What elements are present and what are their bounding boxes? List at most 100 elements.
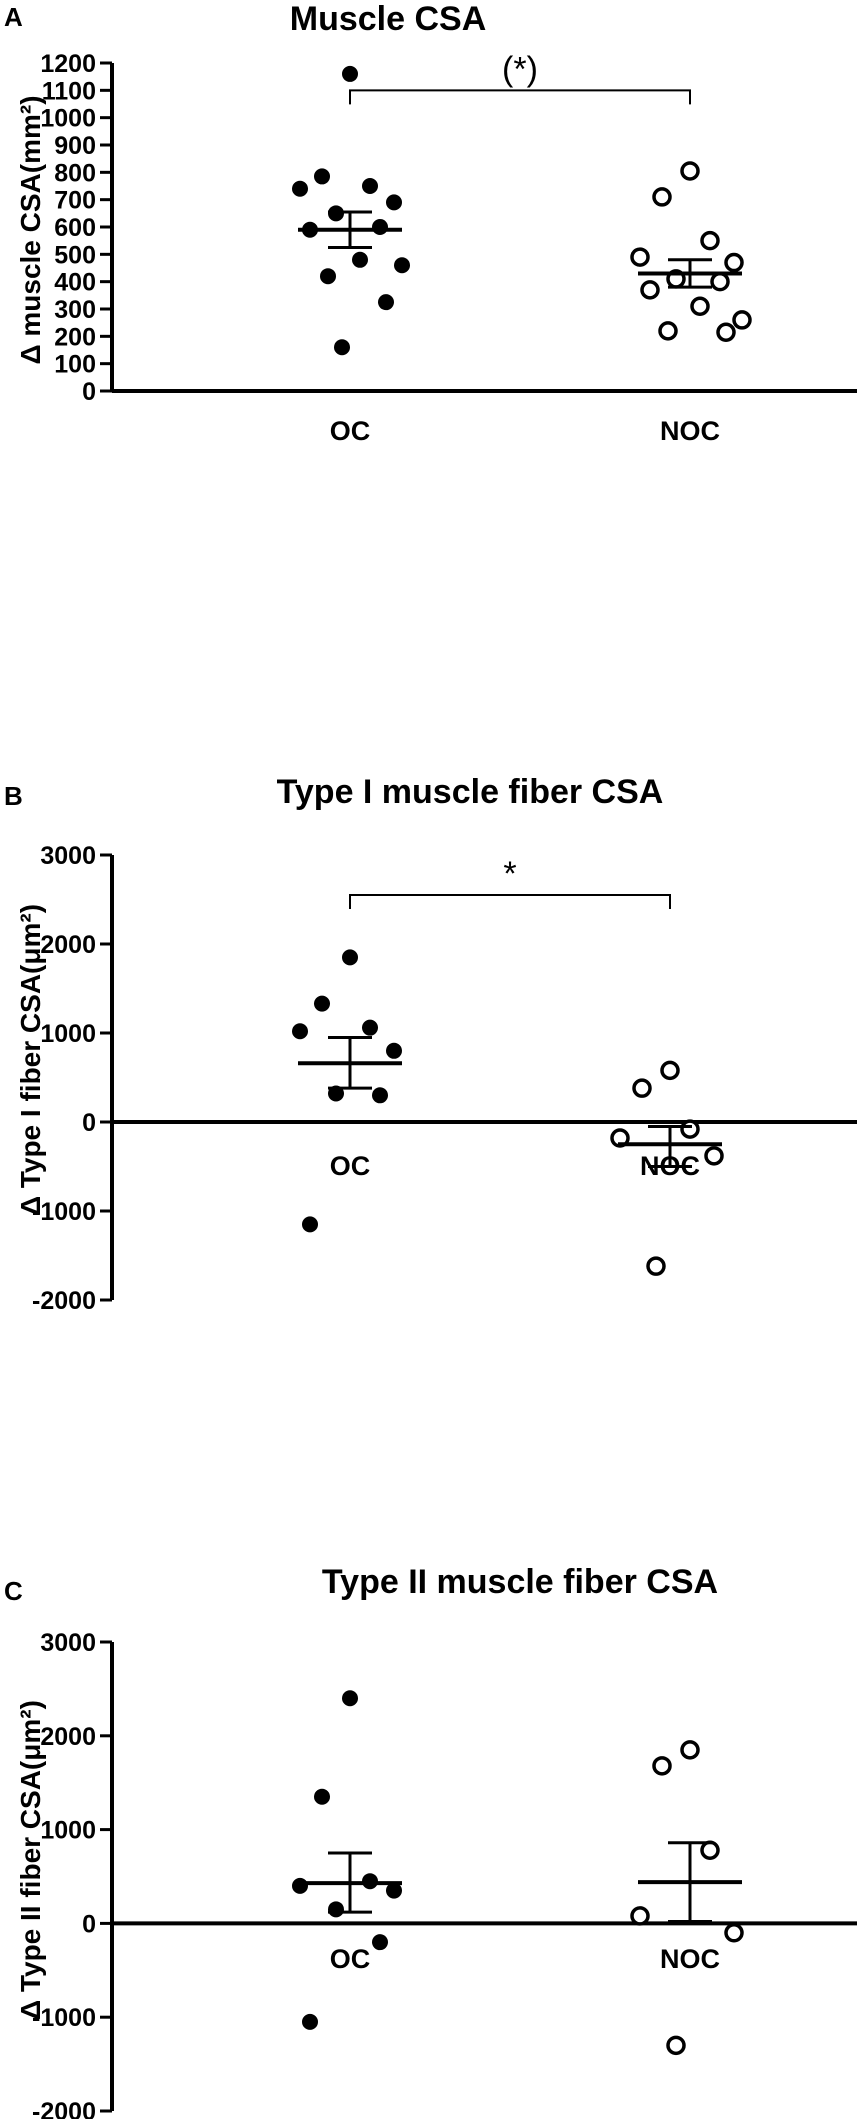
data-point [362, 178, 378, 194]
data-point [732, 310, 752, 330]
y-tick-label: 300 [54, 296, 96, 324]
data-point [302, 1216, 318, 1233]
category-label: NOC [660, 416, 720, 446]
y-axis-label: Δ muscle CSA(mm²) [15, 95, 46, 364]
data-point [724, 252, 744, 273]
data-point [342, 65, 358, 82]
y-tick-label: -2000 [32, 1287, 96, 1315]
data-point [362, 1019, 378, 1036]
data-point [700, 230, 720, 251]
data-point [378, 294, 394, 311]
chart-title: Muscle CSA [290, 0, 487, 38]
y-tick-label: 900 [54, 132, 96, 160]
chart-panel-a: A Muscle CSA01002003004005006007008009001… [4, 0, 857, 446]
significance-label: (*) [502, 50, 538, 88]
y-tick-label: 1100 [42, 77, 96, 105]
category-label: NOC [660, 1944, 720, 1974]
y-axis-label: Δ Type I fiber CSA(μm²) [15, 904, 46, 1216]
y-tick-label: 600 [54, 214, 96, 242]
data-point [386, 1882, 402, 1899]
panel-letter: A [4, 2, 23, 32]
series-noc [630, 1740, 744, 2056]
data-point [646, 1256, 666, 1276]
data-point [314, 168, 330, 185]
data-point [386, 194, 402, 211]
data-point [724, 1923, 744, 1943]
data-point [372, 1934, 388, 1951]
data-point [704, 1146, 724, 1166]
y-tick-label: -2000 [32, 2098, 96, 2119]
y-tick-label: 1000 [40, 1020, 96, 1048]
y-tick-label: 0 [82, 1109, 96, 1137]
y-tick-label: 1000 [40, 1817, 96, 1845]
data-point [372, 1087, 388, 1104]
data-point [630, 1906, 650, 1926]
data-point [292, 1877, 308, 1894]
y-tick-label: -1000 [32, 2004, 96, 2032]
y-tick-label: 3000 [40, 842, 96, 870]
data-point [292, 1023, 308, 1040]
category-label: OC [330, 1151, 371, 1181]
y-tick-label: 400 [54, 269, 96, 297]
panel-letter: B [4, 781, 23, 811]
y-tick-label: 700 [54, 187, 96, 215]
data-point [328, 1901, 344, 1918]
y-tick-label: 200 [54, 323, 96, 351]
data-point [342, 1690, 358, 1707]
y-tick-label: 0 [82, 378, 96, 406]
series-oc [292, 949, 402, 1233]
y-tick-label: 1200 [40, 50, 96, 78]
category-label: OC [330, 1944, 371, 1974]
data-point [690, 296, 710, 317]
series-oc [292, 1690, 402, 2030]
series-noc [630, 161, 752, 342]
data-point [394, 257, 410, 274]
significance-bracket [349, 894, 671, 910]
series-oc [292, 65, 410, 356]
data-point [314, 995, 330, 1012]
y-tick-label: 100 [54, 351, 96, 379]
chart-panel-c: C Type II muscle fiber CSA -2000 -1000 0 1000… [4, 1563, 857, 2119]
category-label: OC [330, 416, 371, 446]
y-tick-label: 1000 [40, 105, 96, 133]
data-point [666, 2035, 686, 2056]
data-point [710, 271, 730, 292]
data-point [680, 1740, 700, 1760]
chart-title: Type II muscle fiber CSA [322, 1563, 718, 1601]
data-point [334, 339, 350, 356]
data-point [632, 1078, 652, 1098]
y-tick-label: 500 [54, 241, 96, 269]
data-point [314, 1788, 330, 1805]
data-point [320, 268, 336, 285]
data-point [352, 251, 368, 268]
data-point [658, 321, 678, 341]
data-point [652, 1756, 672, 1776]
data-point [700, 1840, 720, 1860]
y-tick-label: 3000 [40, 1629, 96, 1657]
y-tick-label: 2000 [40, 931, 96, 959]
y-axis-label: Δ Type II fiber CSA(μm²) [15, 1700, 46, 2020]
y-tick-label: 800 [54, 159, 96, 187]
chart-title: Type I muscle fiber CSA [277, 773, 664, 811]
data-point [716, 322, 736, 342]
series-noc [610, 1060, 724, 1276]
data-point [680, 1119, 700, 1139]
data-point [640, 280, 660, 300]
data-point [680, 161, 700, 181]
data-point [630, 247, 650, 267]
chart-panel-b: B Type I muscle fiber CSA -2000 -1000 0 1000 2… [4, 773, 857, 1315]
data-point [652, 187, 672, 207]
data-point [292, 180, 308, 197]
panel-letter: C [4, 1576, 23, 1606]
data-point [660, 1060, 680, 1081]
y-tick-label: 0 [82, 1910, 96, 1938]
y-tick-label: 2000 [40, 1723, 96, 1751]
significance-label: * [503, 855, 516, 893]
data-point [342, 949, 358, 966]
significance-bracket [349, 89, 691, 105]
data-point [302, 2013, 318, 2030]
data-point [386, 1042, 402, 1059]
y-tick-label: -1000 [32, 1198, 96, 1226]
data-point [372, 219, 388, 235]
